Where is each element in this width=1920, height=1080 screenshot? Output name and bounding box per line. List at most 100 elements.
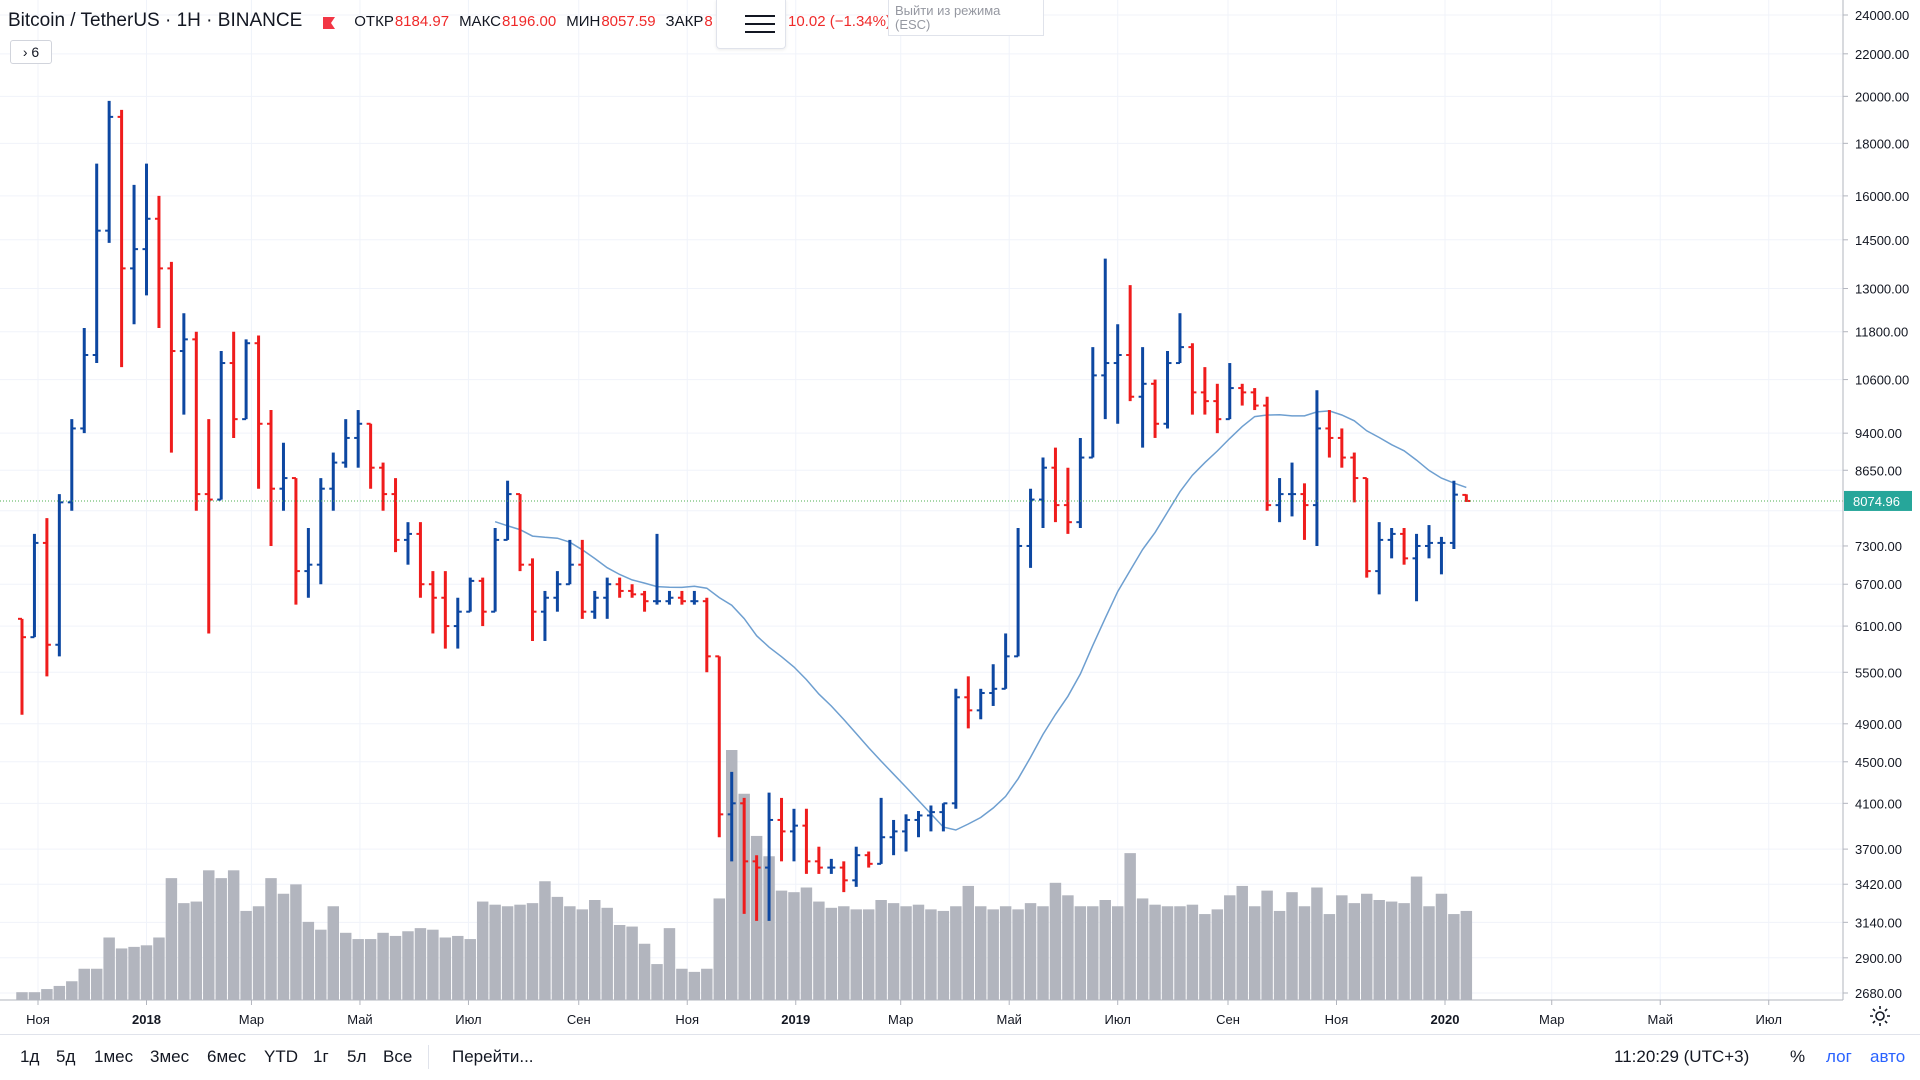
volume-bar (701, 968, 713, 1000)
volume-bar (265, 878, 277, 1000)
price-tick-label: 3420.00 (1855, 877, 1902, 892)
ohlc-bar (1014, 527, 1023, 658)
volume-bar (364, 939, 377, 1000)
ohlc-bar (1462, 493, 1471, 502)
symbol-title[interactable]: Bitcoin / TetherUS · 1H · BINANCE (8, 10, 303, 31)
ohlc-bar (889, 819, 898, 856)
percent-scale-toggle[interactable]: % (1790, 1047, 1806, 1066)
ohlc-bar (939, 802, 948, 832)
ohlc-bar (852, 846, 861, 887)
volume-bar (16, 992, 28, 1000)
range-all[interactable]: Все (383, 1047, 413, 1066)
ohlc-bar (105, 100, 114, 243)
volume-bar (377, 932, 389, 1000)
range-ytd[interactable]: YTD (264, 1047, 298, 1066)
price-tick-label: 4100.00 (1855, 796, 1902, 811)
ohlc-bar (1175, 313, 1184, 365)
ohlc-bar (366, 422, 375, 489)
time-tick-label: Ноя (1325, 1012, 1349, 1027)
volume-bar (1348, 903, 1361, 1000)
goto-date-button[interactable]: Перейти... (452, 1047, 534, 1066)
volume-bar (1460, 910, 1473, 1000)
range-5y[interactable]: 5л (347, 1047, 367, 1066)
volume-bar (912, 904, 925, 1000)
ohlc-bar (827, 858, 836, 874)
low-value: 8057.59 (601, 12, 656, 30)
volume-bar (651, 964, 663, 1000)
ma-line (494, 410, 1467, 831)
ohlc-bar (715, 655, 724, 838)
hamburger-menu-icon[interactable] (716, 0, 786, 49)
ohlc-bar (167, 261, 176, 453)
volume-bar (1074, 906, 1087, 1000)
exit-tooltip-line1: Выйти из режима (895, 3, 1001, 18)
ohlc-bar (839, 861, 848, 893)
volume-bar (1236, 885, 1248, 1000)
ohlc-bar (17, 617, 26, 715)
ohlc-bar (603, 577, 612, 619)
volume-bar (1174, 906, 1186, 1000)
volume-bar (514, 904, 526, 1000)
time-tick-label: 2020 (1431, 1012, 1460, 1027)
volume-bar (389, 935, 402, 1000)
ohlc-bar (1101, 258, 1110, 420)
time-tick-label: Май (347, 1012, 372, 1027)
volume-bar (725, 750, 738, 1000)
volume-bar (539, 881, 551, 1000)
ohlc-bar (329, 452, 338, 511)
range-3m[interactable]: 3мес (150, 1047, 190, 1066)
time-tick-label: Мар (888, 1012, 913, 1027)
volume-bar (825, 907, 838, 1000)
price-tick-label: 11800.00 (1855, 325, 1908, 340)
gear-icon[interactable] (1868, 1004, 1892, 1028)
volume-bar (862, 909, 875, 1000)
toolbar-divider (428, 1045, 429, 1069)
ohlc-bar (1213, 383, 1222, 434)
ohlc-bar (453, 597, 462, 649)
range-6m[interactable]: 6мес (207, 1047, 247, 1066)
volume-bar (414, 928, 427, 1000)
volume-bar (452, 935, 464, 1000)
exit-mode-tooltip: Выйти из режима (ESC) (888, 0, 1044, 36)
volume-bar (589, 900, 601, 1000)
range-1y[interactable]: 1г (313, 1047, 329, 1066)
volume-bar (302, 921, 315, 1000)
ohlc-bar (1275, 478, 1284, 523)
ohlc-bar (665, 590, 674, 605)
moving-average (494, 410, 1467, 831)
range-5d[interactable]: 5д (56, 1047, 76, 1066)
volume-bar (115, 948, 128, 1000)
indicators-collapse-button[interactable]: › 6 (10, 40, 52, 64)
volume-bar (800, 887, 813, 1000)
volume-bar (252, 906, 265, 1000)
clock[interactable]: 11:20:29 (UTC+3) (1614, 1047, 1750, 1066)
volume-bar (626, 926, 638, 1000)
volume-bar (638, 943, 651, 1000)
auto-scale-toggle[interactable]: авто (1870, 1047, 1906, 1066)
chart-area[interactable]: 8074.96 2680.00 2900.00 3140.00 3420.00 3700… (0, 0, 1920, 1034)
volume-bar (850, 909, 862, 1000)
change-value: 10.02 (−1.34%) (788, 13, 891, 30)
volume-bar (1224, 895, 1236, 1000)
last-price-badge (1844, 490, 1912, 511)
volume-bar (551, 896, 564, 1000)
ohlc-bar (441, 571, 450, 649)
ohlc-bar (67, 419, 76, 511)
ohlc-bar (752, 855, 761, 921)
flag-icon[interactable] (322, 14, 336, 29)
volume-bar (1423, 906, 1435, 1000)
log-scale-toggle[interactable]: лог (1826, 1047, 1852, 1066)
ohlc-bar (466, 577, 475, 613)
ohlc-bar (964, 676, 973, 729)
volume-bar (489, 904, 501, 1000)
volume-bar (613, 925, 626, 1000)
range-1d[interactable]: 1д (20, 1047, 40, 1066)
ohlc-bar (354, 410, 363, 468)
volume-bar (203, 870, 215, 1000)
volume-bar (1273, 910, 1286, 1000)
ohlc-bar (1113, 324, 1122, 424)
range-1m[interactable]: 1мес (94, 1047, 134, 1066)
volume-bar (290, 884, 302, 1000)
ohlc-bar (814, 846, 823, 874)
volume-bar (962, 885, 975, 1000)
